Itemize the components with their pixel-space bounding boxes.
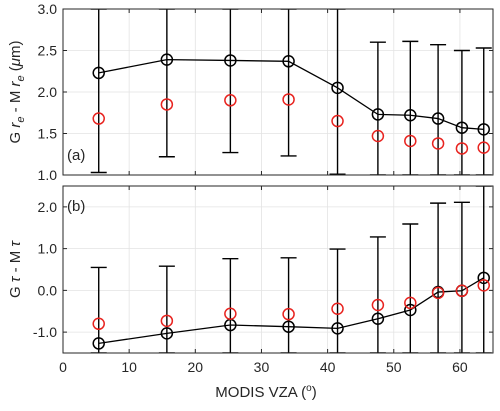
data-point [371, 312, 385, 326]
data-point [282, 307, 295, 321]
x-tick-label: 20 [188, 359, 204, 375]
data-point [331, 322, 344, 335]
series-line [98, 277, 485, 345]
y-tick-label: 2.5 [38, 43, 58, 59]
y-tick-label: 0.0 [38, 282, 58, 298]
panel-a: 1.0 1.5 2.0 2.5 3.0 (a) G re - M re (μm) [7, 1, 494, 183]
axes-frame [62, 185, 494, 354]
data-point [371, 129, 385, 143]
data-point [92, 112, 105, 125]
data-point [404, 134, 417, 148]
plot-area [90, 186, 492, 353]
x-tick-label: 50 [386, 359, 402, 375]
data-point [224, 94, 237, 107]
data-point [371, 108, 385, 121]
data-point [404, 296, 417, 310]
series-1 [92, 279, 490, 331]
y-tick-label: 1.5 [38, 126, 58, 142]
data-point [404, 108, 417, 122]
data-point [477, 141, 490, 154]
y-axis-label: G τ - M τ [7, 240, 24, 298]
y-tick-label: 2.0 [38, 199, 58, 215]
series-line [98, 58, 484, 130]
data-point [160, 53, 174, 66]
data-point [282, 320, 295, 333]
plot-area [90, 9, 492, 175]
y-tick-label: 3.0 [38, 1, 58, 17]
data-point [282, 55, 295, 68]
y-tick-label: 1.0 [38, 241, 58, 257]
data-point [92, 337, 105, 350]
data-point [431, 112, 445, 125]
data-point [331, 81, 344, 95]
data-point [477, 271, 490, 285]
x-tick-label: 60 [452, 359, 468, 375]
data-point [371, 298, 385, 312]
y-axis-label: G re - M re (μm) [7, 41, 27, 144]
data-point [92, 66, 105, 80]
panel-b: -1.0 0.0 1.0 2.0 0 10 20 30 40 50 60 (b) G τ - M τ MO… [7, 185, 494, 401]
data-point [160, 98, 174, 111]
data-point [282, 93, 295, 106]
data-point [331, 302, 344, 315]
data-point [477, 279, 490, 292]
data-point [455, 284, 469, 298]
series-0 [90, 186, 492, 353]
data-point [160, 327, 174, 340]
data-point [404, 303, 417, 317]
data-point [455, 121, 469, 134]
y-tick-label: -1.0 [33, 324, 57, 340]
x-tick-label: 40 [320, 359, 336, 375]
data-point [431, 137, 445, 150]
data-point [431, 286, 445, 300]
y-tick-label: 1.0 [38, 167, 58, 183]
x-tick-label: 30 [254, 359, 270, 375]
data-point [92, 317, 105, 331]
x-tick-label: 0 [59, 359, 67, 375]
y-tick-label: 2.0 [38, 84, 58, 100]
data-point [224, 54, 237, 67]
data-point [331, 114, 344, 128]
panel-tag: (b) [67, 198, 85, 215]
data-point [224, 307, 237, 321]
data-point [160, 314, 174, 328]
series-1 [92, 93, 490, 155]
panel-tag: (a) [67, 147, 85, 164]
x-axis-label: MODIS VZA (o) [215, 383, 316, 401]
data-point [477, 123, 490, 136]
x-tick-label: 10 [121, 359, 137, 375]
data-point [455, 142, 469, 155]
